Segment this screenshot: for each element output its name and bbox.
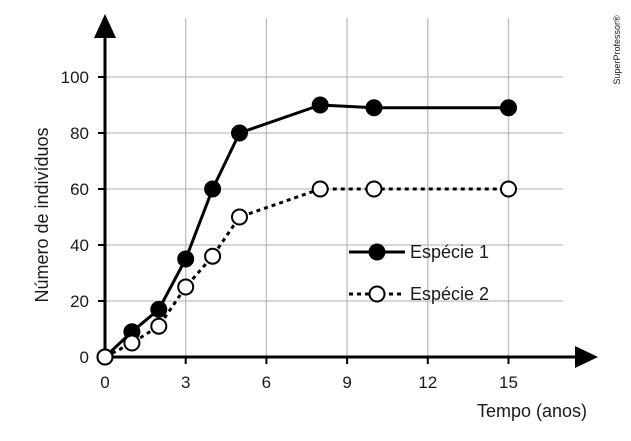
series-1-marker: [177, 250, 195, 268]
x-tick-label: 3: [181, 373, 190, 392]
series-2-marker: [150, 317, 168, 335]
y-tick-label: 60: [70, 180, 89, 199]
y-tick-label: 0: [80, 348, 89, 367]
x-tick-label: 6: [262, 373, 271, 392]
x-tick-label: 0: [100, 373, 109, 392]
series-1-marker: [500, 99, 517, 117]
axes: [94, 14, 598, 368]
legend: Espécie 1 Espécie 2: [349, 242, 489, 304]
series-2-marker: [311, 180, 329, 198]
series-2-marker: [231, 208, 248, 226]
y-tick-label: 80: [70, 124, 89, 143]
series-2-marker: [365, 180, 383, 198]
y-axis-arrow: [94, 14, 116, 38]
series-1-marker: [204, 180, 222, 198]
series-2-marker: [96, 348, 114, 366]
series-1-marker: [311, 96, 329, 114]
y-tick-label: 100: [61, 68, 89, 87]
legend-swatch-marker: [368, 285, 386, 303]
series-2-marker: [500, 180, 517, 198]
watermark-text: SuperProfessor®: [612, 15, 622, 85]
series-1-marker: [150, 300, 168, 318]
series-2-marker: [123, 334, 141, 352]
series-1-line: [103, 103, 509, 359]
series: [96, 96, 517, 366]
series-1-marker: [365, 99, 383, 117]
series-1-marker: [231, 124, 248, 142]
x-axis-arrow: [575, 346, 598, 368]
x-tick-label: 9: [342, 373, 351, 392]
legend-swatch-marker: [368, 243, 386, 261]
series-2-marker: [177, 278, 195, 296]
legend-label: Espécie 1: [410, 242, 489, 262]
x-tick-label: 15: [499, 373, 518, 392]
x-axis-label: Tempo (anos): [477, 401, 587, 421]
tick-labels: 0 3 6 9 12 15 0 20 40 60 80 100: [61, 68, 518, 392]
x-tick-label: 12: [418, 373, 437, 392]
y-axis-label: Número de indivíduos: [32, 127, 52, 302]
y-tick-label: 40: [70, 236, 89, 255]
legend-label: Espécie 2: [410, 284, 489, 304]
y-tick-label: 20: [70, 292, 89, 311]
series-2-line: [104, 187, 509, 359]
series-2-marker: [204, 247, 222, 265]
